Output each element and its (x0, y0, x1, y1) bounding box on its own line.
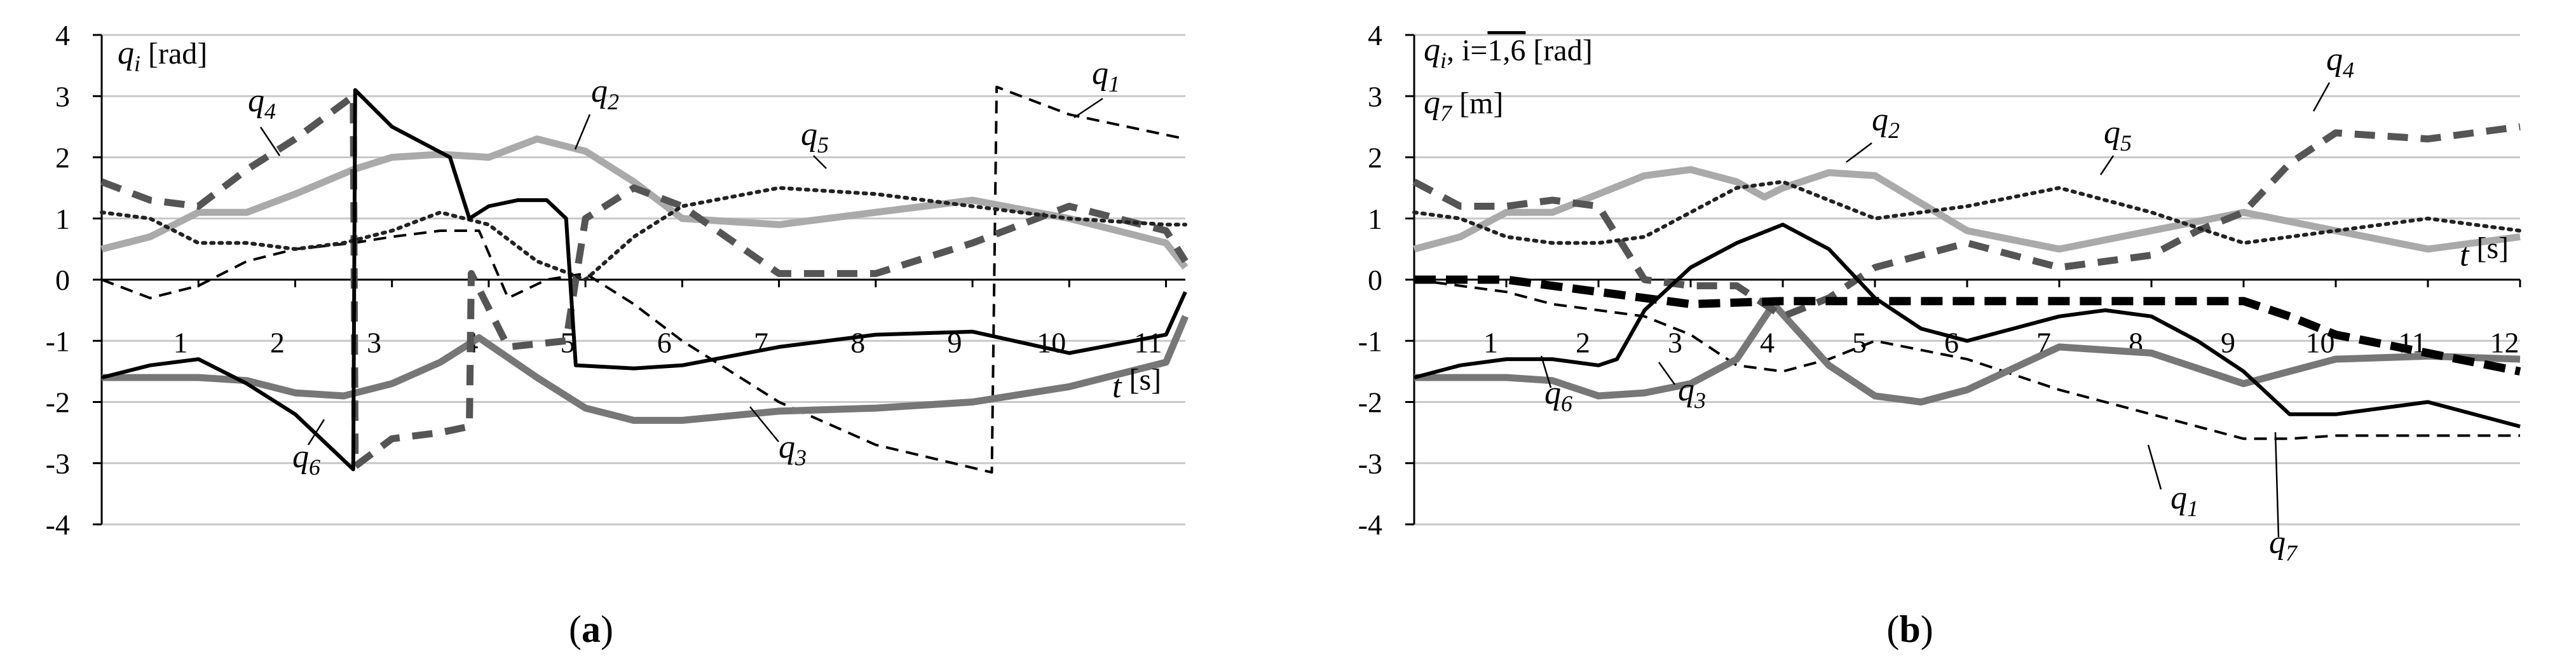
series-line-q2 (100, 135, 1189, 270)
y-tick-label: 3 (55, 80, 70, 112)
x-tick-label: 9 (947, 326, 962, 358)
series-label-q5: q5 (2104, 114, 2132, 156)
y-tick-label: 2 (1368, 142, 1382, 174)
y-axis-label-2: q7 [m] (1424, 85, 1503, 126)
series-line-q6 (101, 88, 1187, 472)
y-tick-label: 0 (1368, 264, 1382, 296)
series-line-q6 (1414, 222, 2521, 428)
x-tick-label: 1 (1483, 326, 1498, 358)
series-label-q4: q4 (2326, 41, 2354, 83)
series-label-q3: q3 (779, 429, 807, 470)
y-tick-label: -2 (1358, 386, 1382, 419)
series-line-q2 (1413, 166, 2521, 253)
x-tick-label: 2 (270, 326, 285, 358)
y-tick-label: -1 (46, 325, 70, 357)
x-tick-label: 1 (174, 326, 188, 358)
x-tick-label: 5 (1852, 326, 1867, 358)
series-label-q6: q6 (1544, 375, 1572, 416)
series-line-q5 (100, 186, 1187, 282)
series-line-q1 (1414, 278, 2520, 440)
y-tick-label: 4 (1368, 19, 1382, 51)
x-tick-label: 4 (1760, 326, 1775, 358)
leader-line (2274, 432, 2280, 538)
leader-line (1540, 355, 1552, 388)
series-label-q6: q6 (292, 439, 320, 480)
panel-caption: (a) (569, 608, 613, 650)
y-tick-label: -4 (1358, 508, 1382, 541)
leader-line (307, 419, 325, 446)
leader-line (2312, 82, 2331, 112)
y-tick-label: -4 (46, 508, 70, 541)
leader-line (813, 155, 827, 169)
x-tick-label: 3 (367, 326, 381, 358)
x-tick-label: 12 (2490, 326, 2519, 358)
leader-line (1658, 362, 1676, 385)
x-tick-label: 9 (2221, 326, 2235, 358)
leader-line (2099, 155, 2115, 175)
y-tick-label: 4 (55, 19, 70, 51)
y-axis-label: qi [rad] (118, 35, 207, 76)
series-label-q5: q5 (801, 116, 829, 158)
series-line-q4 (1412, 123, 2521, 320)
panel-caption: (b) (1886, 608, 1933, 650)
x-tick-label: 11 (1134, 326, 1162, 358)
series-line-q5 (1412, 180, 2522, 245)
series-line-q1 (101, 85, 1186, 474)
series-label-q4: q4 (248, 83, 276, 124)
leader-line (259, 126, 281, 156)
y-tick-label: 2 (55, 142, 70, 174)
y-tick-label: 3 (1368, 80, 1382, 112)
y-tick-label: -1 (1358, 325, 1382, 357)
series-line-q4 (100, 92, 1189, 470)
x-tick-label: 6 (657, 326, 672, 358)
x-axis-label: t [s] (1112, 363, 1161, 405)
series-line-q7 (1414, 275, 2521, 376)
x-tick-label: 2 (1576, 326, 1590, 358)
series-label-q3: q3 (1678, 372, 1706, 413)
x-tick-label: 5 (561, 326, 575, 358)
y-tick-label: -3 (1358, 447, 1382, 480)
series-line-q3 (102, 315, 1189, 424)
y-tick-label: -3 (46, 447, 70, 480)
series-label-q7: q7 (2269, 524, 2298, 566)
series-label-q2: q2 (591, 73, 619, 114)
x-axis-label: t [s] (2460, 231, 2509, 273)
x-tick-label: 3 (1668, 326, 1682, 358)
leader-line (1073, 97, 1103, 119)
y-tick-label: 1 (55, 203, 70, 235)
series-label-q1: q1 (1092, 55, 1120, 97)
y-tick-label: 0 (55, 264, 70, 296)
series-label-q1: q1 (2171, 480, 2198, 521)
series-label-q2: q2 (1872, 102, 1900, 143)
x-tick-label: 10 (1037, 326, 1066, 358)
x-tick-label: 8 (850, 326, 865, 358)
x-tick-label: 7 (754, 326, 768, 358)
leader-line (749, 406, 779, 442)
series-line-q3 (1414, 301, 2521, 405)
leader-line (574, 114, 591, 150)
leader-line (1846, 142, 1872, 163)
y-tick-label: 1 (1368, 203, 1382, 235)
y-axis-label: qi, i=1,6 [rad] (1424, 32, 1593, 73)
y-tick-label: -2 (46, 386, 70, 419)
leader-line (2147, 444, 2162, 490)
